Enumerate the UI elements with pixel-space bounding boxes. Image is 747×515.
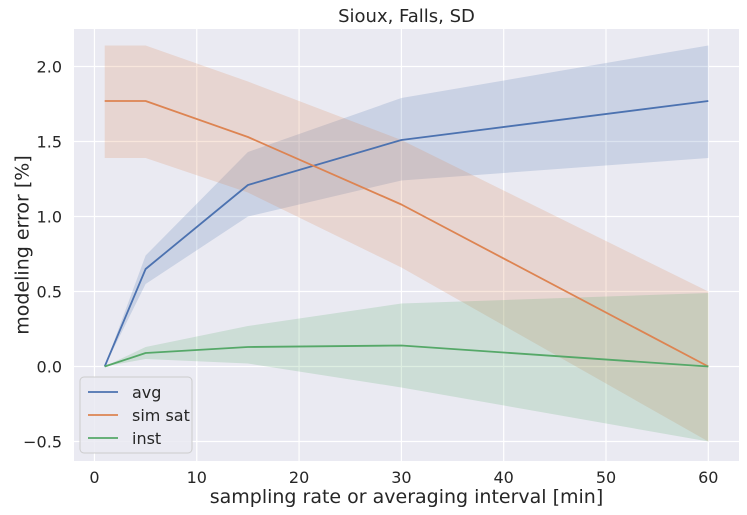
y-tick-label: 0.5	[37, 283, 62, 302]
y-tick-label: −0.5	[23, 433, 62, 452]
legend-label: inst	[132, 429, 161, 448]
series-line-sim-sat	[104, 100, 709, 368]
x-tick-label: 60	[698, 468, 718, 487]
y-tick-label: 1.5	[37, 133, 62, 152]
band-avg	[104, 45, 709, 367]
series-line-avg	[103, 100, 709, 367]
x-tick-label: 30	[391, 468, 411, 487]
band-sim-sat	[104, 45, 709, 442]
y-tick-label: 0.0	[37, 358, 62, 377]
legend-label: sim sat	[132, 406, 190, 425]
tick-labels: 0 10 20 30 40 50 60 −0.5 0.0 0.5 1.0 1.5 2.0	[23, 58, 718, 488]
x-axis-label: sampling rate or averaging interval [min…	[210, 486, 604, 508]
y-axis-label: modeling error [%]	[12, 155, 34, 335]
chart-title: Sioux, Falls, SD	[338, 6, 475, 27]
series-lines	[103, 100, 709, 368]
x-tick-label: 50	[596, 468, 616, 487]
x-tick-label: 0	[89, 468, 99, 487]
series-line-inst	[104, 344, 709, 368]
legend-box	[79, 376, 193, 454]
confidence-bands	[104, 45, 709, 442]
legend-label: avg	[132, 383, 161, 402]
band-inst	[104, 293, 709, 442]
grid-lines	[74, 29, 739, 461]
x-tick-label: 20	[289, 468, 309, 487]
x-tick-label: 10	[187, 468, 207, 487]
legend: avg sim sat inst	[79, 376, 193, 454]
x-tick-label: 40	[494, 468, 514, 487]
y-tick-label: 1.0	[37, 208, 62, 227]
y-tick-label: 2.0	[37, 58, 62, 77]
